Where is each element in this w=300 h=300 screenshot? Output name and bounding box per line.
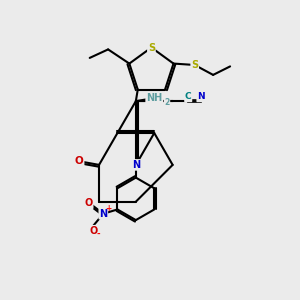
Text: O: O [85, 198, 93, 208]
Text: O: O [75, 156, 84, 166]
Text: -: - [97, 230, 100, 239]
Text: 2: 2 [164, 98, 169, 107]
Text: C: C [185, 92, 191, 101]
Text: O: O [89, 226, 98, 236]
Text: S: S [148, 43, 155, 52]
Text: N: N [99, 209, 107, 219]
Text: S: S [191, 60, 198, 70]
Text: +: + [105, 204, 111, 213]
Text: N: N [132, 160, 140, 170]
Text: NH: NH [146, 93, 162, 103]
Text: N: N [197, 92, 205, 101]
